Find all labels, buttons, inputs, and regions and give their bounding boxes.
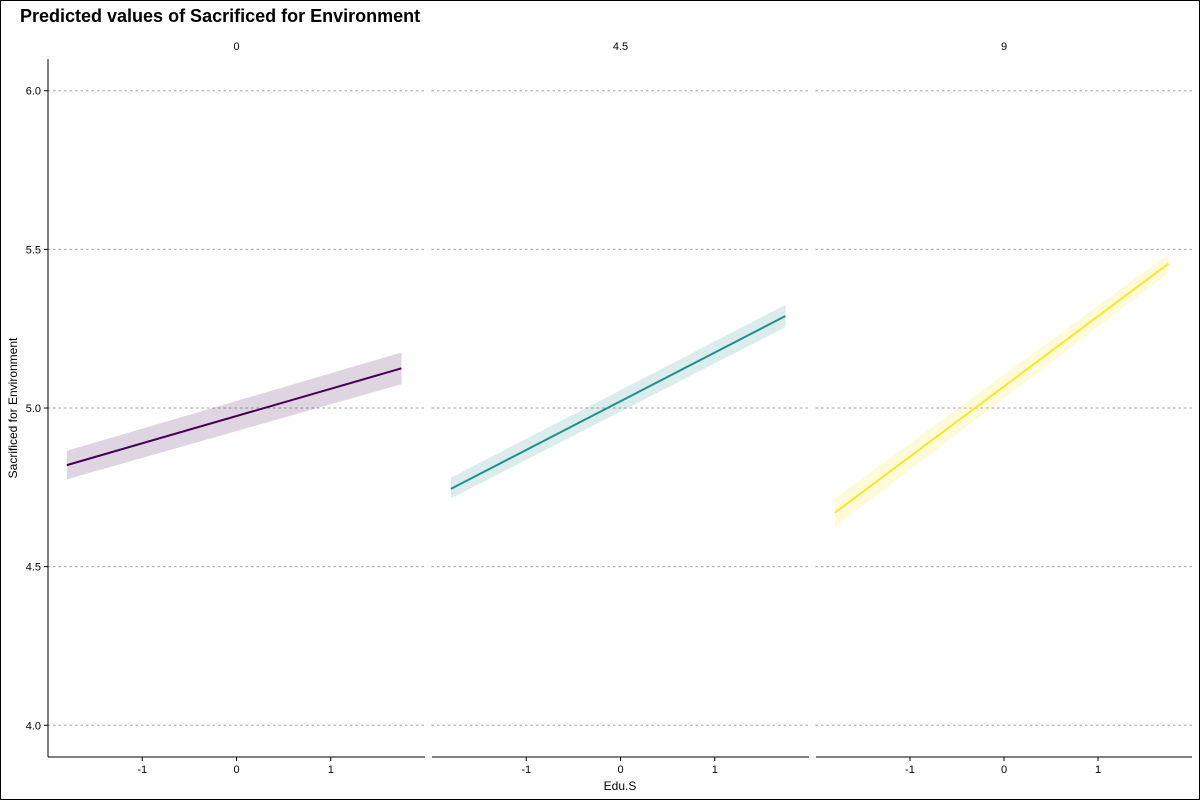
facet-panels: 0 -1 0 1 4.5 -1 0 1 9 -1 0 1 (47, 41, 1193, 776)
facet-panel: 0 -1 0 1 (47, 41, 426, 776)
prediction-line (834, 262, 1170, 514)
y-tick-label: 5.0 (26, 403, 41, 415)
y-tick-label: 6.0 (26, 86, 41, 98)
x-tick-label: -1 (137, 764, 147, 776)
x-tick-label: 1 (328, 764, 334, 776)
y-tick-label: 5.5 (26, 244, 41, 256)
x-tick-label: 0 (617, 764, 623, 776)
y-tick-label: 4.0 (26, 720, 41, 732)
y-axis: 4.0 4.5 5.0 5.5 6.0 (26, 59, 49, 757)
x-tick-label: -1 (905, 764, 915, 776)
x-axis-label: Edu.S (604, 779, 637, 793)
confidence-band (834, 254, 1169, 527)
x-tick-label: 0 (233, 764, 239, 776)
prediction-line (66, 367, 402, 467)
facet-strip-label: 4.5 (613, 41, 628, 53)
y-tick-label: 4.5 (26, 562, 41, 574)
x-tick-label: -1 (521, 764, 531, 776)
facet-strip-label: 0 (233, 41, 239, 53)
facet-panel: 4.5 -1 0 1 (431, 41, 810, 776)
x-tick-label: 1 (712, 764, 718, 776)
x-tick-label: 0 (1001, 764, 1007, 776)
y-axis-label: Sacrificed for Environment (6, 337, 20, 478)
prediction-line (450, 315, 786, 490)
chart-title: Predicted values of Sacrificed for Envir… (20, 6, 420, 26)
facet-panel: 9 -1 0 1 (815, 41, 1193, 776)
x-tick-label: 1 (1095, 764, 1101, 776)
facet-strip-label: 9 (1001, 41, 1007, 53)
